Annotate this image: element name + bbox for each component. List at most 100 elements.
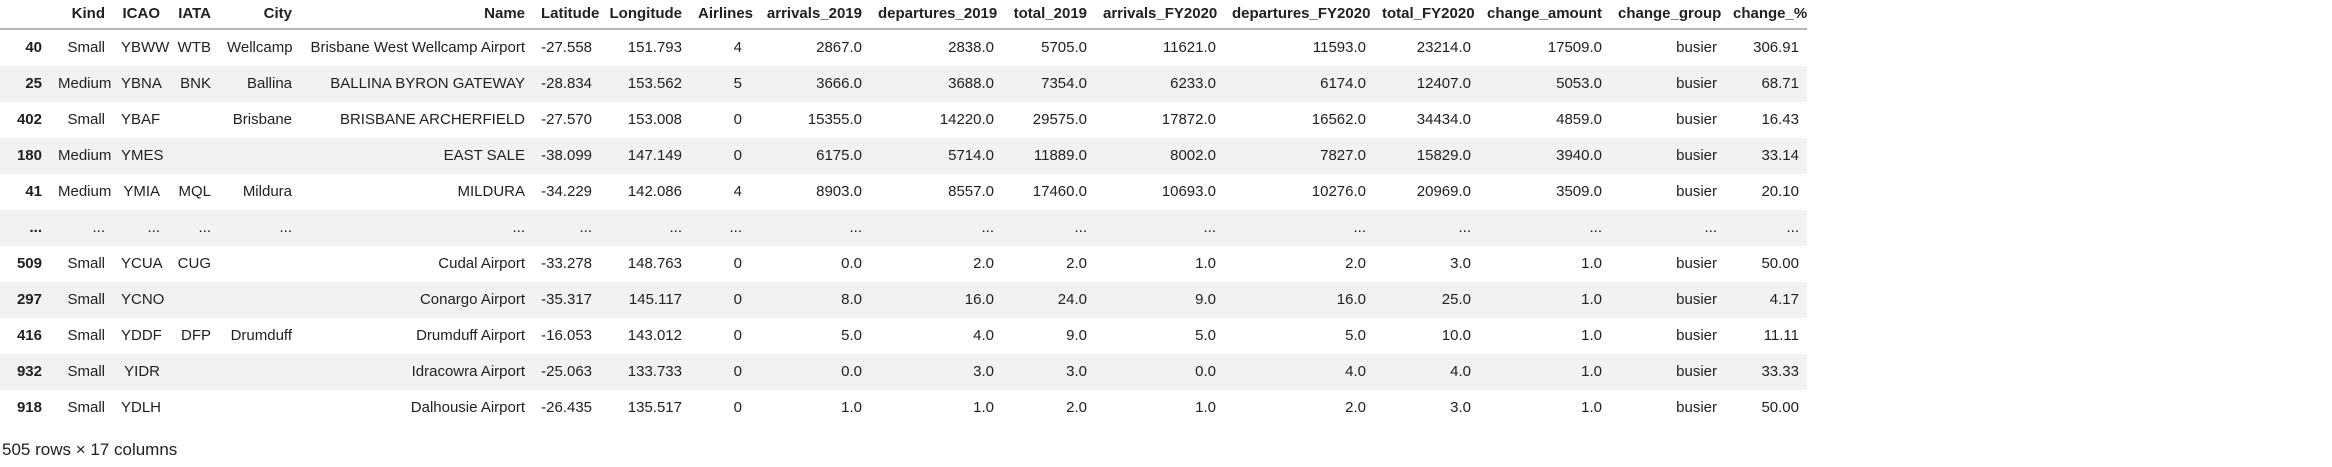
table-cell: 10693.0 [1161, 183, 1216, 200]
table-cell: BNK [180, 75, 211, 92]
table-cell: 0 [733, 255, 742, 272]
table-cell: busier [1676, 183, 1717, 200]
table-cell: ... [1203, 219, 1216, 236]
column-header: departures_2019 [870, 0, 1002, 30]
table-cell: 20969.0 [1416, 183, 1471, 200]
table-cell: 0 [733, 399, 742, 416]
table-cell: 4.0 [973, 327, 994, 344]
table-cell: 10276.0 [1311, 183, 1366, 200]
table-cell: 8.0 [841, 291, 862, 308]
table-cell: WTB [177, 39, 211, 56]
table-cell: Idracowra Airport [411, 363, 525, 380]
index-column-header [0, 0, 50, 30]
table-cell: 3509.0 [1556, 183, 1602, 200]
table-row: 918 Small YDLH Dalhousie Airport -26.435 135.… [0, 390, 1807, 426]
table-cell [168, 102, 219, 138]
table-cell: YCNO [121, 291, 165, 308]
table-cell: 25.0 [1441, 291, 1471, 308]
table-cell: 15829.0 [1416, 147, 1471, 164]
table-cell: Brisbane West Wellcamp Airport [310, 39, 525, 56]
column-header: Name [300, 0, 533, 30]
table-cell: 145.117 [628, 291, 682, 308]
table-cell: 15355.0 [807, 111, 862, 128]
table-cell [219, 138, 300, 174]
table-cell: 1.0 [841, 399, 862, 416]
table-cell: BALLINA BYRON GATEWAY [330, 75, 525, 92]
table-cell: 135.517 [627, 399, 682, 416]
row-index: 416 [16, 327, 42, 344]
table-cell: 0 [733, 291, 742, 308]
column-header: change_amount [1479, 0, 1610, 30]
column-header: City [219, 0, 300, 30]
table-cell: Brisbane [232, 111, 292, 128]
table-cell: 8002.0 [1170, 147, 1216, 164]
table-cell: DFP [181, 327, 211, 344]
table-cell: -25.063 [541, 363, 592, 380]
row-index: 509 [16, 255, 42, 272]
row-index: 40 [25, 39, 42, 56]
table-cell: YBNA [121, 75, 162, 92]
table-cell: 3.0 [973, 363, 994, 380]
table-cell [219, 246, 300, 282]
table-cell: Small [67, 327, 105, 344]
table-cell: 0 [733, 327, 742, 344]
table-cell: 1.0 [973, 399, 994, 416]
table-cell: 4 [733, 39, 742, 56]
table-cell: 147.149 [627, 147, 682, 164]
table-row: 416 Small YDDF DFP Drumduff Drumduff Airport -… [0, 318, 1807, 354]
table-cell: -26.435 [541, 399, 592, 416]
column-header: Airlines [690, 0, 753, 30]
table-cell: CUG [177, 255, 211, 272]
row-index: 180 [16, 147, 42, 164]
header-row: Kind ICAO IATA City Name Latitude Longitude Air… [0, 0, 1807, 30]
table-cell: YCUA [121, 255, 163, 272]
table-cell: MQL [178, 183, 211, 200]
table-cell: 5.0 [841, 327, 862, 344]
table-cell: ... [669, 219, 682, 236]
column-header: total_FY2020 [1374, 0, 1479, 30]
column-header: Longitude [600, 0, 690, 30]
table-cell: 10.0 [1441, 327, 1471, 344]
table-cell: Cudal Airport [438, 255, 525, 272]
table-cell: 5.0 [1195, 327, 1216, 344]
table-cell: 33.14 [1761, 147, 1799, 164]
table-cell: 34434.0 [1416, 111, 1471, 128]
table-cell: YMES [121, 147, 164, 164]
table-cell: 17460.0 [1032, 183, 1087, 200]
table-cell: 3.0 [1450, 399, 1471, 416]
row-index: ... [29, 219, 42, 236]
column-header: change_group [1610, 0, 1725, 30]
table-cell: Drumduff [230, 327, 292, 344]
table-cell: busier [1676, 255, 1717, 272]
table-cell: ... [981, 219, 994, 236]
table-cell: 2.0 [1066, 255, 1087, 272]
table-cell: 2.0 [973, 255, 994, 272]
dimensions-summary: 505 rows × 17 columns [2, 440, 178, 459]
table-cell: 0 [733, 147, 742, 164]
table-cell: 0 [733, 363, 742, 380]
row-index: 25 [25, 75, 42, 92]
table-cell: 11593.0 [1312, 39, 1366, 56]
table-cell: YBAF [121, 111, 161, 128]
table-cell: 50.00 [1761, 399, 1799, 416]
table-cell: 16.0 [1336, 291, 1366, 308]
table-cell: YDLH [121, 399, 162, 416]
table-cell: 1.0 [1581, 327, 1602, 344]
table-cell: 5705.0 [1041, 39, 1087, 56]
table-row: 932 Small YIDR Idracowra Airport -25.063 133.… [0, 354, 1807, 390]
row-index: 918 [16, 399, 42, 416]
table-cell: busier [1676, 147, 1717, 164]
table-cell: 29575.0 [1032, 111, 1087, 128]
table-cell: busier [1676, 399, 1717, 416]
table-cell: 12407.0 [1416, 75, 1471, 92]
table-cell [219, 282, 300, 318]
table-cell: Drumduff Airport [416, 327, 525, 344]
table-cell: Medium [58, 147, 112, 164]
table-cell: 5 [733, 75, 742, 92]
table-cell: Medium [58, 75, 112, 92]
table-cell: -38.099 [541, 147, 592, 164]
table-cell: ... [512, 219, 525, 236]
table-cell: ... [579, 219, 592, 236]
table-cell [219, 390, 300, 426]
column-header: Kind [50, 0, 113, 30]
